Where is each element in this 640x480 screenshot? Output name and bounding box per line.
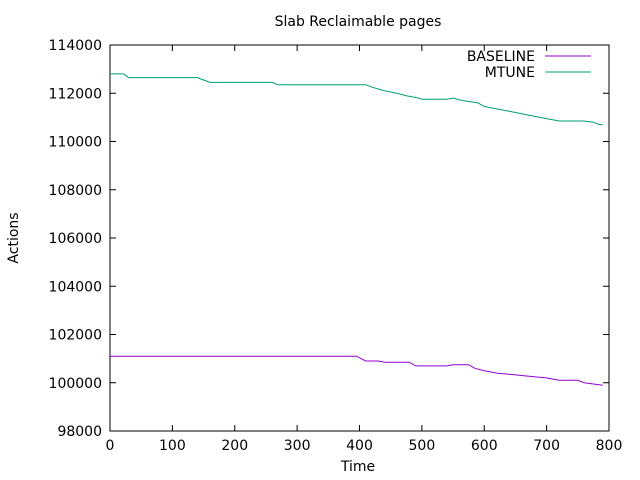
y-axis-label: Actions [6, 212, 22, 263]
x-tick-label: 800 [596, 438, 623, 454]
legend-label-baseline: BASELINE [467, 49, 535, 65]
y-tick-label: 106000 [49, 231, 102, 247]
y-tick-label: 104000 [49, 279, 102, 295]
legend-label-mtune: MTUNE [485, 65, 535, 81]
plot-frame [109, 44, 610, 432]
y-tick-label: 114000 [49, 38, 102, 54]
y-tick-label: 112000 [49, 86, 102, 102]
series-line-mtune [110, 73, 603, 126]
x-tick-label: 400 [346, 438, 373, 454]
x-tick-label: 300 [284, 438, 311, 454]
axis-ticks: 0 100 200 300 400 500 600 700 800 98000 100000 1020… [49, 38, 623, 454]
x-tick-label: 200 [221, 438, 248, 454]
x-tick-label: 0 [106, 438, 115, 454]
y-tick-label: 98000 [57, 424, 102, 440]
y-tick-label: 108000 [49, 183, 102, 199]
series-line-baseline [110, 355, 603, 386]
x-axis-label: Time [340, 459, 375, 475]
chart-title: Slab Reclaimable pages [275, 14, 442, 30]
y-tick-label: 110000 [49, 135, 102, 151]
y-tick-label: 102000 [49, 328, 102, 344]
x-tick-label: 700 [533, 438, 560, 454]
y-tick-label: 100000 [49, 376, 102, 392]
series-lines [110, 73, 603, 386]
x-tick-label: 600 [471, 438, 498, 454]
x-tick-label: 500 [409, 438, 436, 454]
x-tick-label: 100 [159, 438, 186, 454]
